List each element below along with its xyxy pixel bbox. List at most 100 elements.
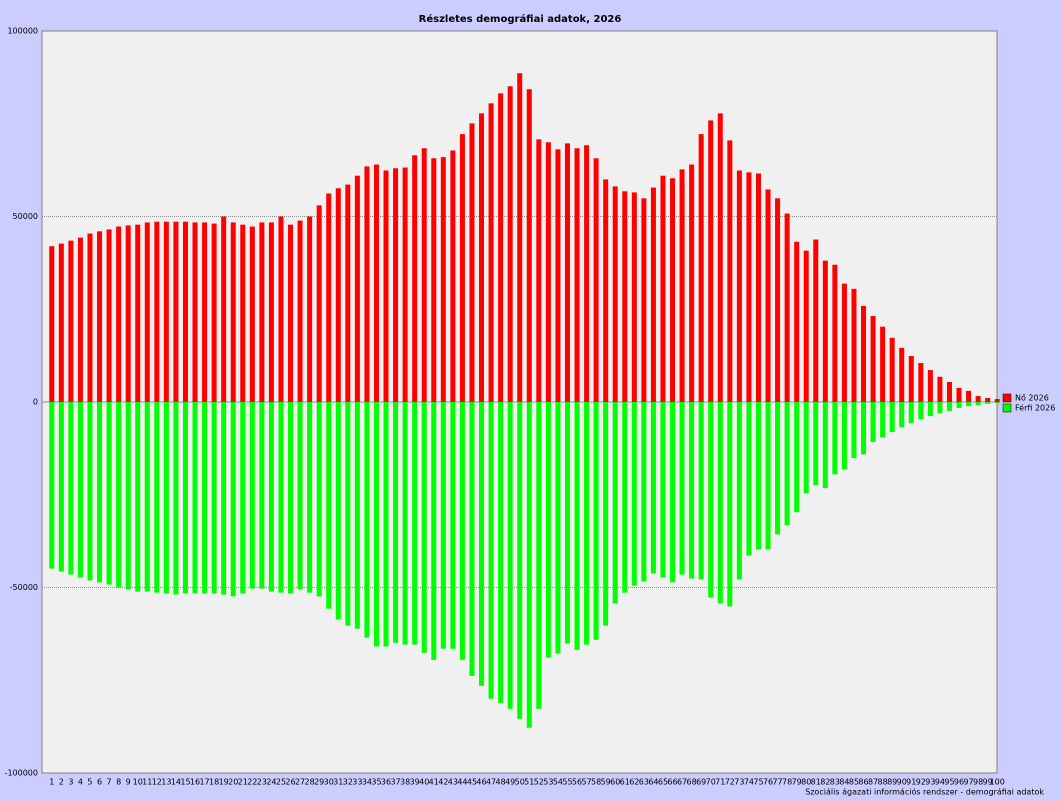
bar bbox=[717, 113, 723, 402]
x-tick-label: 46 bbox=[476, 778, 486, 787]
x-tick-label: 8 bbox=[116, 778, 121, 787]
bar bbox=[144, 222, 150, 402]
x-tick-label: 91 bbox=[906, 778, 916, 787]
bar bbox=[994, 399, 1000, 402]
chart-title: Részletes demográfiai adatok, 2026 bbox=[419, 13, 622, 25]
x-tick-label: 64 bbox=[648, 778, 658, 787]
legend-swatch bbox=[1002, 403, 1012, 413]
bar bbox=[345, 184, 351, 402]
bar bbox=[450, 402, 456, 649]
bar bbox=[946, 402, 952, 411]
bar bbox=[469, 123, 475, 402]
bar bbox=[765, 402, 771, 550]
bar bbox=[584, 402, 590, 645]
bar bbox=[612, 186, 618, 402]
x-tick-label: 40 bbox=[419, 778, 429, 787]
x-tick-label: 61 bbox=[620, 778, 630, 787]
bar bbox=[670, 402, 676, 583]
bar bbox=[402, 167, 408, 402]
x-tick-label: 98 bbox=[973, 778, 983, 787]
bar bbox=[345, 402, 351, 626]
x-tick-label: 10 bbox=[133, 778, 143, 787]
x-tick-label: 36 bbox=[381, 778, 391, 787]
bar bbox=[135, 402, 141, 592]
x-tick-label: 62 bbox=[629, 778, 639, 787]
x-tick-label: 25 bbox=[276, 778, 286, 787]
x-tick-label: 24 bbox=[266, 778, 276, 787]
bar bbox=[58, 243, 64, 402]
bar bbox=[689, 402, 695, 579]
x-tick-label: 81 bbox=[811, 778, 821, 787]
bar bbox=[526, 89, 532, 402]
bar bbox=[68, 402, 74, 575]
bar bbox=[87, 233, 93, 402]
y-tick-label: -50000 bbox=[10, 583, 38, 592]
bar bbox=[221, 216, 227, 402]
bar bbox=[813, 402, 819, 486]
x-tick-label: 33 bbox=[352, 778, 362, 787]
bar bbox=[393, 402, 399, 643]
bar bbox=[240, 224, 246, 402]
bar bbox=[841, 283, 847, 402]
bar bbox=[383, 402, 389, 647]
x-tick-label: 88 bbox=[878, 778, 888, 787]
x-tick-label: 86 bbox=[858, 778, 868, 787]
bar bbox=[77, 237, 83, 402]
bar bbox=[622, 191, 628, 402]
x-tick-label: 28 bbox=[305, 778, 315, 787]
bar bbox=[880, 402, 886, 438]
bar bbox=[650, 402, 656, 574]
x-tick-label: 56 bbox=[572, 778, 582, 787]
bar bbox=[278, 402, 284, 593]
bar bbox=[278, 216, 284, 402]
x-tick-label: 71 bbox=[715, 778, 725, 787]
bar bbox=[679, 402, 685, 575]
bar bbox=[708, 402, 714, 598]
x-tick-label: 65 bbox=[658, 778, 668, 787]
bar bbox=[937, 402, 943, 414]
bar bbox=[851, 288, 857, 402]
bar bbox=[822, 260, 828, 402]
x-tick-label: 41 bbox=[429, 778, 439, 787]
bar bbox=[106, 229, 112, 402]
bar bbox=[736, 402, 742, 580]
bar bbox=[564, 143, 570, 402]
legend-label: Férfi 2026 bbox=[1015, 403, 1055, 413]
bar bbox=[316, 205, 322, 402]
x-tick-label: 87 bbox=[868, 778, 878, 787]
x-tick-label: 99 bbox=[983, 778, 993, 787]
bar bbox=[794, 241, 800, 402]
bar bbox=[631, 402, 637, 586]
bar bbox=[58, 402, 64, 572]
x-tick-label: 30 bbox=[324, 778, 334, 787]
x-tick-label: 58 bbox=[591, 778, 601, 787]
bar bbox=[144, 402, 150, 592]
bar bbox=[975, 396, 981, 402]
x-tick-label: 38 bbox=[400, 778, 410, 787]
bar bbox=[202, 222, 208, 402]
x-tick-label: 94 bbox=[935, 778, 945, 787]
bar bbox=[918, 402, 924, 420]
x-tick-label: 89 bbox=[887, 778, 897, 787]
x-tick-label: 75 bbox=[753, 778, 763, 787]
bar bbox=[488, 103, 494, 402]
x-tick-label: 11 bbox=[142, 778, 152, 787]
bar bbox=[507, 86, 513, 403]
bar bbox=[517, 402, 523, 719]
bar bbox=[316, 402, 322, 597]
bar bbox=[803, 402, 809, 494]
bar bbox=[297, 402, 303, 590]
bar bbox=[641, 198, 647, 402]
bar bbox=[794, 402, 800, 513]
bar bbox=[459, 402, 465, 660]
bar bbox=[507, 402, 513, 709]
x-tick-label: 12 bbox=[152, 778, 162, 787]
bar bbox=[307, 402, 313, 593]
bar bbox=[249, 402, 255, 589]
bar bbox=[803, 250, 809, 402]
bar bbox=[765, 189, 771, 402]
bar bbox=[77, 402, 83, 578]
x-tick-label: 1 bbox=[49, 778, 54, 787]
y-tick-label: 100000 bbox=[7, 27, 38, 36]
bar bbox=[889, 337, 895, 402]
